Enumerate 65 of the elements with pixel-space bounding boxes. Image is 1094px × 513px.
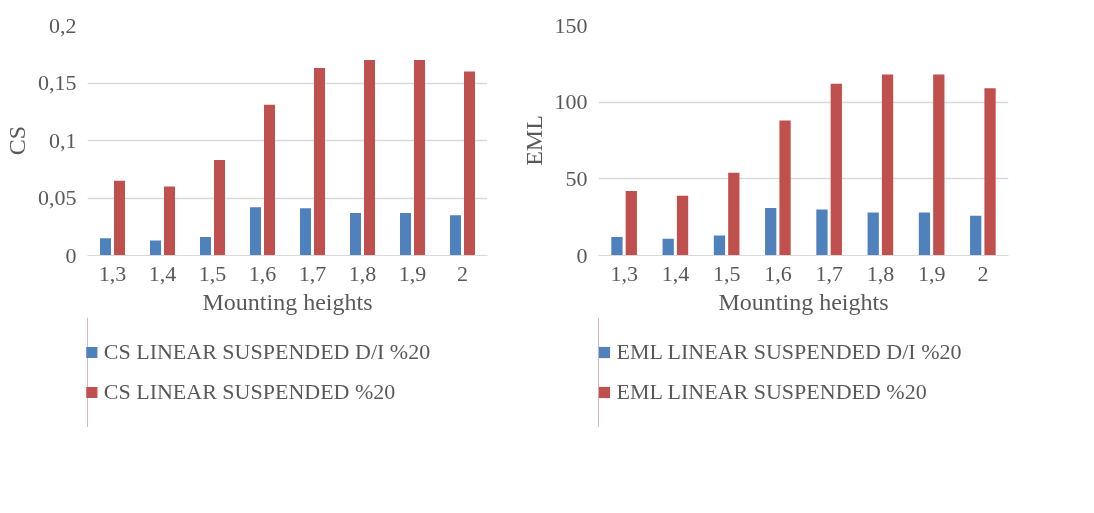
x-tick-label: 1,7	[815, 260, 843, 286]
bar	[400, 212, 411, 256]
legend-label: EML LINEAR SUSPENDED %20	[616, 379, 927, 405]
x-tick-label: 1,8	[348, 260, 377, 286]
y-tick-label: 50	[565, 165, 588, 191]
x-tick-label: 1,4	[661, 260, 690, 286]
x-axis-title: Mounting heights	[202, 288, 373, 315]
y-tick-label: 0,05	[38, 185, 77, 210]
bar	[250, 207, 261, 256]
y-axis-title: EML	[520, 115, 547, 166]
bar	[214, 160, 225, 256]
x-tick-label: 1,5	[712, 260, 741, 286]
x-tick-label: 2	[977, 260, 989, 286]
y-tick-label: 0,1	[49, 127, 77, 153]
bar	[779, 120, 791, 256]
x-tick-label: 1,5	[198, 260, 227, 286]
x-axis-title: Mounting heights	[718, 288, 889, 315]
bar	[300, 208, 311, 256]
legend-label: CS LINEAR SUSPENDED %20	[103, 379, 396, 405]
bar	[264, 104, 275, 256]
bar	[100, 238, 111, 256]
bar	[881, 74, 894, 256]
bar	[414, 60, 425, 256]
x-tick-label: 1,7	[298, 260, 327, 286]
x-tick-label: 1,3	[98, 260, 127, 286]
y-tick-label: 0	[576, 242, 588, 268]
x-tick-label: 1,6	[248, 260, 277, 286]
bar	[676, 195, 689, 256]
bar	[765, 207, 777, 256]
bar	[662, 238, 674, 256]
x-tick-label: 1,9	[398, 260, 427, 286]
bar	[350, 212, 361, 256]
x-tick-label: 2	[457, 260, 468, 286]
bar	[314, 68, 325, 256]
legend-label: EML LINEAR SUSPENDED D/I %20	[616, 339, 962, 365]
bar	[918, 212, 931, 256]
legend-label: CS LINEAR SUSPENDED D/I %20	[103, 339, 431, 365]
bar	[450, 215, 461, 256]
x-tick-label: 1,9	[917, 260, 946, 286]
y-tick-label: 0	[65, 242, 77, 268]
bar	[984, 88, 996, 256]
bar	[867, 212, 879, 256]
bar	[464, 71, 475, 256]
bar	[713, 235, 726, 256]
y-tick-label: 150	[554, 12, 588, 38]
bar	[970, 215, 982, 256]
bar	[364, 60, 375, 256]
bar	[933, 74, 945, 256]
bar	[114, 180, 125, 256]
y-tick-label: 0,2	[49, 12, 77, 38]
bar	[611, 237, 623, 256]
bar	[164, 186, 175, 256]
bar	[625, 191, 637, 256]
x-tick-label: 1,6	[764, 260, 792, 286]
bar	[150, 240, 161, 256]
bar	[816, 209, 828, 256]
bar	[200, 237, 211, 256]
y-tick-label: 100	[554, 89, 588, 115]
x-tick-label: 1,8	[866, 260, 895, 286]
x-tick-label: 1,3	[610, 260, 638, 286]
bar	[728, 172, 740, 256]
bar	[830, 83, 842, 256]
x-tick-label: 1,4	[148, 260, 177, 286]
y-axis-title: CS	[4, 125, 30, 156]
y-tick-label: 0,15	[38, 70, 77, 95]
